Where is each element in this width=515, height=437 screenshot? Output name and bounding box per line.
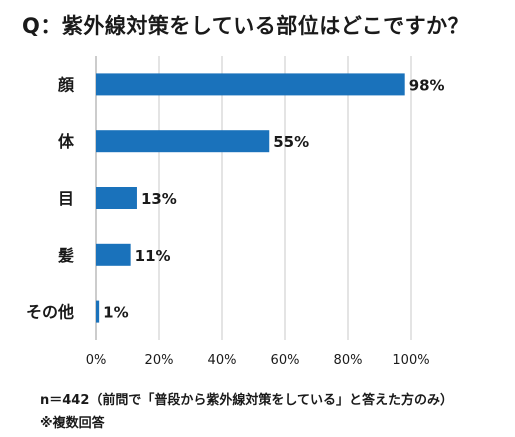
category-label: 顔	[57, 75, 75, 94]
bar	[96, 187, 137, 209]
value-label: 13%	[141, 190, 177, 208]
x-tick-label: 20%	[145, 353, 174, 368]
x-tick-label: 80%	[334, 353, 363, 368]
bar	[96, 130, 270, 153]
category-label: 髪	[57, 246, 74, 265]
sample-size-note: n＝442（前問で「普段から紫外線対策をしている」と答えた方のみ）	[40, 393, 454, 408]
value-label: 55%	[273, 133, 309, 151]
bar	[96, 300, 100, 323]
category-label: その他	[26, 303, 74, 322]
value-label: 11%	[135, 247, 171, 265]
grid-layer	[95, 56, 412, 340]
value-label: 98%	[409, 76, 445, 94]
bar	[96, 73, 405, 96]
x-tick-label: 60%	[271, 353, 300, 368]
bar	[96, 243, 131, 266]
bar-layer	[96, 73, 405, 323]
category-label: 体	[58, 132, 75, 151]
x-tick-label: 0%	[86, 353, 107, 368]
multiple-answer-note: ※複数回答	[40, 416, 105, 431]
category-label: 目	[58, 189, 74, 208]
label-layer: 0% 20% 40% 60% 80% 100% 顔 98% 体 55% 目 13% 髪 11% その他 1%	[26, 75, 445, 368]
x-tick-label: 100%	[392, 353, 429, 368]
x-tick-label: 40%	[208, 353, 237, 368]
value-label: 1%	[103, 304, 128, 322]
chart-title: Q：紫外線対策をしている部位はどこですか？	[22, 14, 470, 38]
